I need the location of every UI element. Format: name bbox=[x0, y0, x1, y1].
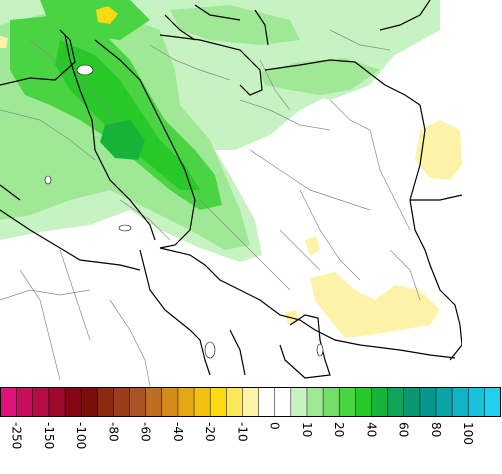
colorbar-tick-label: 10 bbox=[300, 422, 314, 437]
colorbar-tick-label: 0 bbox=[268, 422, 282, 430]
colorbar-tick-label: -40 bbox=[171, 422, 185, 442]
light-yellow-spot bbox=[305, 236, 320, 256]
colorbar-tick-label: 40 bbox=[364, 422, 378, 437]
colorbar-cell bbox=[435, 387, 453, 417]
colorbar-tick-label: 20 bbox=[332, 422, 346, 437]
colorbar-cell bbox=[371, 387, 389, 417]
colorbar-cell bbox=[80, 387, 98, 417]
teal-core bbox=[100, 120, 145, 160]
colorbar-tick-label: -80 bbox=[106, 422, 120, 442]
colorbar-cell bbox=[0, 387, 18, 417]
colorbar: -250 -150 -100 -80 -60 -40 -20 -10 0 10 20 40 60 80 10… bbox=[0, 387, 502, 449]
dark-green-region bbox=[55, 40, 200, 190]
colorbar-cell bbox=[145, 387, 163, 417]
colorbar-cell bbox=[306, 387, 324, 417]
colorbar-cell bbox=[451, 387, 469, 417]
colorbar-tick-label: 80 bbox=[429, 422, 443, 437]
colorbar-cell bbox=[274, 387, 292, 417]
colorbar-tick-label: -150 bbox=[42, 422, 56, 449]
colorbar-tick-label: 60 bbox=[397, 422, 411, 437]
colorbar-cell bbox=[193, 387, 211, 417]
colorbar-cell bbox=[290, 387, 308, 417]
colorbar-cell bbox=[322, 387, 340, 417]
mid-green-north bbox=[170, 5, 300, 45]
light-yellow-south bbox=[310, 272, 440, 338]
lakes bbox=[44, 64, 324, 359]
colorbar-cell bbox=[113, 387, 131, 417]
colorbar-cell bbox=[242, 387, 260, 417]
colorbar-cell bbox=[387, 387, 405, 417]
colorbar-cell bbox=[32, 387, 50, 417]
colorbar-frame bbox=[0, 387, 501, 417]
colorbar-tick-labels: -250 -150 -100 -80 -60 -40 -20 -10 0 10 20 40 60 80 10… bbox=[10, 422, 476, 449]
colorbar-cell bbox=[129, 387, 147, 417]
light-yellow-east bbox=[415, 120, 462, 180]
colorbar-cell bbox=[338, 387, 356, 417]
colorbar-cell bbox=[161, 387, 179, 417]
colorbar-cell bbox=[484, 387, 502, 417]
colorbar-cell bbox=[355, 387, 373, 417]
green-north bbox=[40, 0, 150, 40]
colorbar-cell bbox=[467, 387, 485, 417]
internal-borders bbox=[0, 29, 421, 386]
colorbar-cell bbox=[209, 387, 227, 417]
colorbar-tick-label: -60 bbox=[139, 422, 153, 442]
colorbar-cell bbox=[97, 387, 114, 417]
colorbar-tick-label: -250 bbox=[10, 422, 24, 449]
colorbar-tick-label: -100 bbox=[74, 422, 88, 449]
colorbar-cell bbox=[226, 387, 243, 417]
colorbar-cell bbox=[258, 387, 276, 417]
colorbar-cell bbox=[177, 387, 195, 417]
colorbar-cells bbox=[0, 387, 502, 417]
colorbar-tick-label: -10 bbox=[235, 422, 249, 442]
mid-green-caspian bbox=[260, 58, 380, 95]
colorbar-cell bbox=[403, 387, 421, 417]
colorbar-cell bbox=[419, 387, 437, 417]
colorbar-tick-label: 100 bbox=[461, 422, 475, 445]
yellow-spot-north bbox=[96, 6, 118, 24]
colorbar-cell bbox=[16, 387, 34, 417]
colorbar-cell bbox=[64, 387, 82, 417]
yellow-spot-west bbox=[0, 36, 8, 48]
colorbar-cell bbox=[48, 387, 66, 417]
country-borders bbox=[0, 0, 463, 379]
precipitation-anomaly-map bbox=[0, 0, 502, 386]
colorbar-tick-label: -20 bbox=[203, 422, 217, 442]
map-right-margin bbox=[462, 0, 502, 386]
precipitation-fields bbox=[0, 0, 462, 338]
